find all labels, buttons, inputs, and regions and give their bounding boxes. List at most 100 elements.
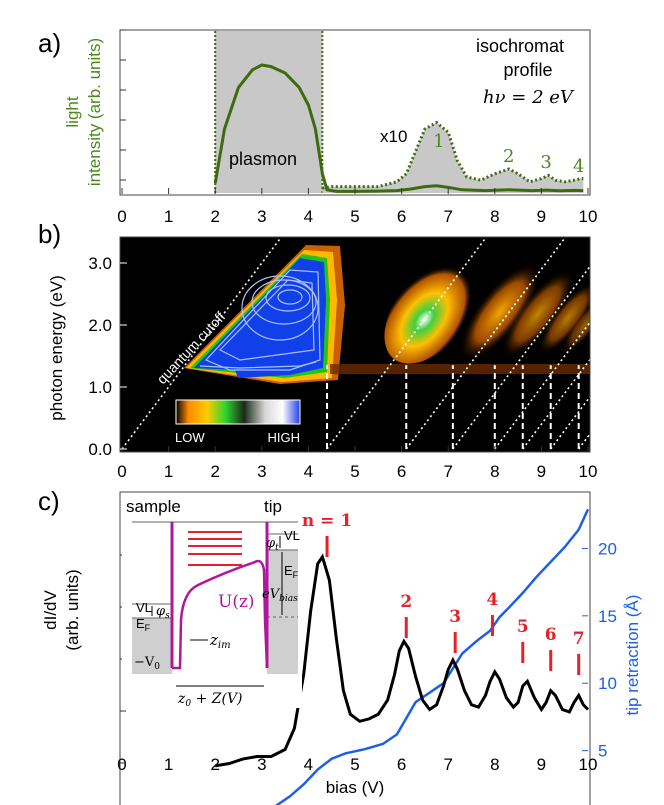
panel-a-xtick-label-4: 4	[304, 207, 313, 226]
heatmap-contours	[199, 269, 321, 371]
panel-a-xtick-label-1: 1	[164, 207, 173, 226]
inset-ebias: eVbias	[262, 587, 298, 604]
inset-distance-rest: + Z(V)	[191, 691, 242, 707]
panel-b-xtick-label-3: 3	[257, 462, 266, 481]
panel-c-xtick-label-8: 8	[490, 755, 499, 774]
isochromat-title-line2: profile	[503, 60, 552, 80]
inset-ef-right: EF	[284, 563, 299, 580]
panel-b-xtick-label-2: 2	[210, 462, 219, 481]
panel-c-xtick-label-7: 7	[443, 755, 452, 774]
isochromat-title-line1: isochromat	[476, 36, 564, 56]
panel-a-frame	[119, 29, 591, 196]
panel-c-ylabel-right: tip retraction (Å)	[623, 595, 642, 716]
panel-c-ylabel-line1: dI/dV	[41, 589, 60, 629]
inset-ebias-main: eV	[262, 587, 281, 602]
panel-a-ylabel-line2: intensity (arb. units)	[85, 38, 104, 186]
colorbar: LOW HIGH	[175, 399, 301, 445]
inset-sample-label: sample	[126, 497, 181, 516]
panel-a-xtick-label-10: 10	[579, 207, 598, 226]
inset-ebias-sub: bias	[279, 594, 298, 604]
inset-arrows	[151, 536, 283, 687]
inset-energy-diagram: sample tip	[122, 494, 302, 709]
heatmap-low-energy-band	[330, 364, 590, 374]
panel-a-x-axis: 0 1 2 3 4 5 6 7 8 9 10	[117, 29, 598, 226]
panel-b-ylabel: photon energy (eV)	[47, 275, 66, 421]
panel-c-peak-label-2: 2	[400, 592, 412, 612]
panel-c-ytick-right-label-20: 20	[598, 539, 617, 558]
cutoff-diagonal-5	[522, 358, 590, 450]
inset-phi-t: φt	[266, 536, 279, 553]
panel-c-xtick-label-2: 2	[210, 755, 219, 774]
panel-a-label: a)	[38, 28, 61, 58]
panel-c-label: c)	[38, 486, 60, 516]
panel-c-peak-labels: n = 1 2 3 45 6 7	[302, 511, 585, 675]
inset-vl-left: VL	[136, 600, 152, 615]
panel-c-ytick-right-label-10: 10	[598, 674, 617, 693]
photon-energy-label: hν = 2 eV	[483, 87, 575, 108]
inset-phi-s: φs	[156, 604, 170, 621]
inset-distance-main: z	[177, 691, 186, 707]
panel-b: b) photon energy (eV)	[38, 219, 598, 481]
inset-ef-right-main: E	[284, 563, 293, 578]
inset-potential-label: U(z)	[218, 592, 255, 612]
panel-b-ytick-label-3.0: 3.0	[88, 254, 112, 273]
inset-z-im: zim	[209, 631, 231, 651]
inset-distance-sub: 0	[185, 699, 191, 709]
panel-a-xtick-label-5: 5	[350, 207, 359, 226]
panel-c-ytick-right-label-15: 15	[598, 607, 617, 626]
panel-b-xtick-label-4: 4	[304, 462, 313, 481]
panel-b-ytick-label-1.0: 1.0	[88, 378, 112, 397]
light-intensity-curve	[213, 63, 584, 193]
inset-ef-right-sub: F	[293, 570, 299, 580]
inset-ef-left: EF	[136, 616, 151, 633]
panel-b-label: b)	[38, 219, 61, 249]
panel-b-xtick-label-7: 7	[443, 462, 452, 481]
panel-c-xtick-label-4: 4	[304, 755, 313, 774]
panel-b-xtick-label-10: 10	[579, 462, 598, 481]
panel-c-xtick-label-6: 6	[397, 755, 406, 774]
panel-c-xtick-label-5: 5	[350, 755, 359, 774]
heatmap-peak-1	[384, 256, 480, 364]
panel-a-ylabel-line1: light	[63, 96, 82, 127]
panel-c-peak-label-7: 7	[573, 629, 585, 649]
panel-b-ytick-label-2.0: 2.0	[88, 316, 112, 335]
heatmap-peak-3	[501, 269, 575, 359]
panel-c-xtick-label-3: 3	[257, 755, 266, 774]
panel-a-xtick-label-2: 2	[210, 207, 219, 226]
heatmap-image	[121, 237, 590, 450]
panel-a-peak-label-3: 3	[540, 152, 551, 173]
colorbar-low-label: LOW	[175, 430, 205, 445]
inset-phi-s-sub: s	[165, 611, 170, 621]
inset-ef-left-sub: F	[145, 623, 151, 633]
plasmon-annotation: plasmon	[229, 149, 297, 169]
inset-phi-s-main: φ	[156, 604, 166, 619]
panel-a-xtick-label-8: 8	[490, 207, 499, 226]
panel-b-xtick-label-6: 6	[397, 462, 406, 481]
x10-dotted-curve	[322, 120, 584, 190]
inset-potential-curve	[172, 559, 269, 670]
colorbar-gradient	[175, 399, 301, 425]
heatmap-peak-5	[562, 296, 590, 354]
inset-phi-t-sub: t	[275, 543, 279, 553]
panel-c-xtick-label-9: 9	[537, 755, 546, 774]
heatmap-plasmon-blue	[194, 258, 326, 378]
panel-b-xtick-label-9: 9	[537, 462, 546, 481]
inset-energy-levels	[188, 531, 242, 566]
panel-a-peak-label-1: 1	[433, 131, 444, 152]
panel-c-plot-area	[214, 508, 590, 805]
panel-c-peak-label-1: n = 1	[302, 511, 352, 531]
panel-a-xtick-label-9: 9	[537, 207, 546, 226]
colorbar-high-label: HIGH	[268, 430, 301, 445]
x10-annotation: x10	[380, 127, 407, 146]
panel-a-peak-label-4: 4	[573, 156, 584, 177]
panel-c-xtick-label-0: 0	[117, 755, 126, 774]
panel-a-ylabel: light intensity (arb. units)	[63, 38, 104, 186]
cutoff-diagonal-3	[452, 265, 590, 450]
cutoff-diagonal-4	[494, 321, 590, 450]
inset-ef-left-main: E	[136, 616, 145, 631]
heatmap-peak-2	[459, 262, 541, 362]
panel-c-xlabel: bias (V)	[326, 778, 385, 797]
panel-c-xtick-label-1: 1	[164, 755, 173, 774]
panel-b-xtick-label-5: 5	[350, 462, 359, 481]
